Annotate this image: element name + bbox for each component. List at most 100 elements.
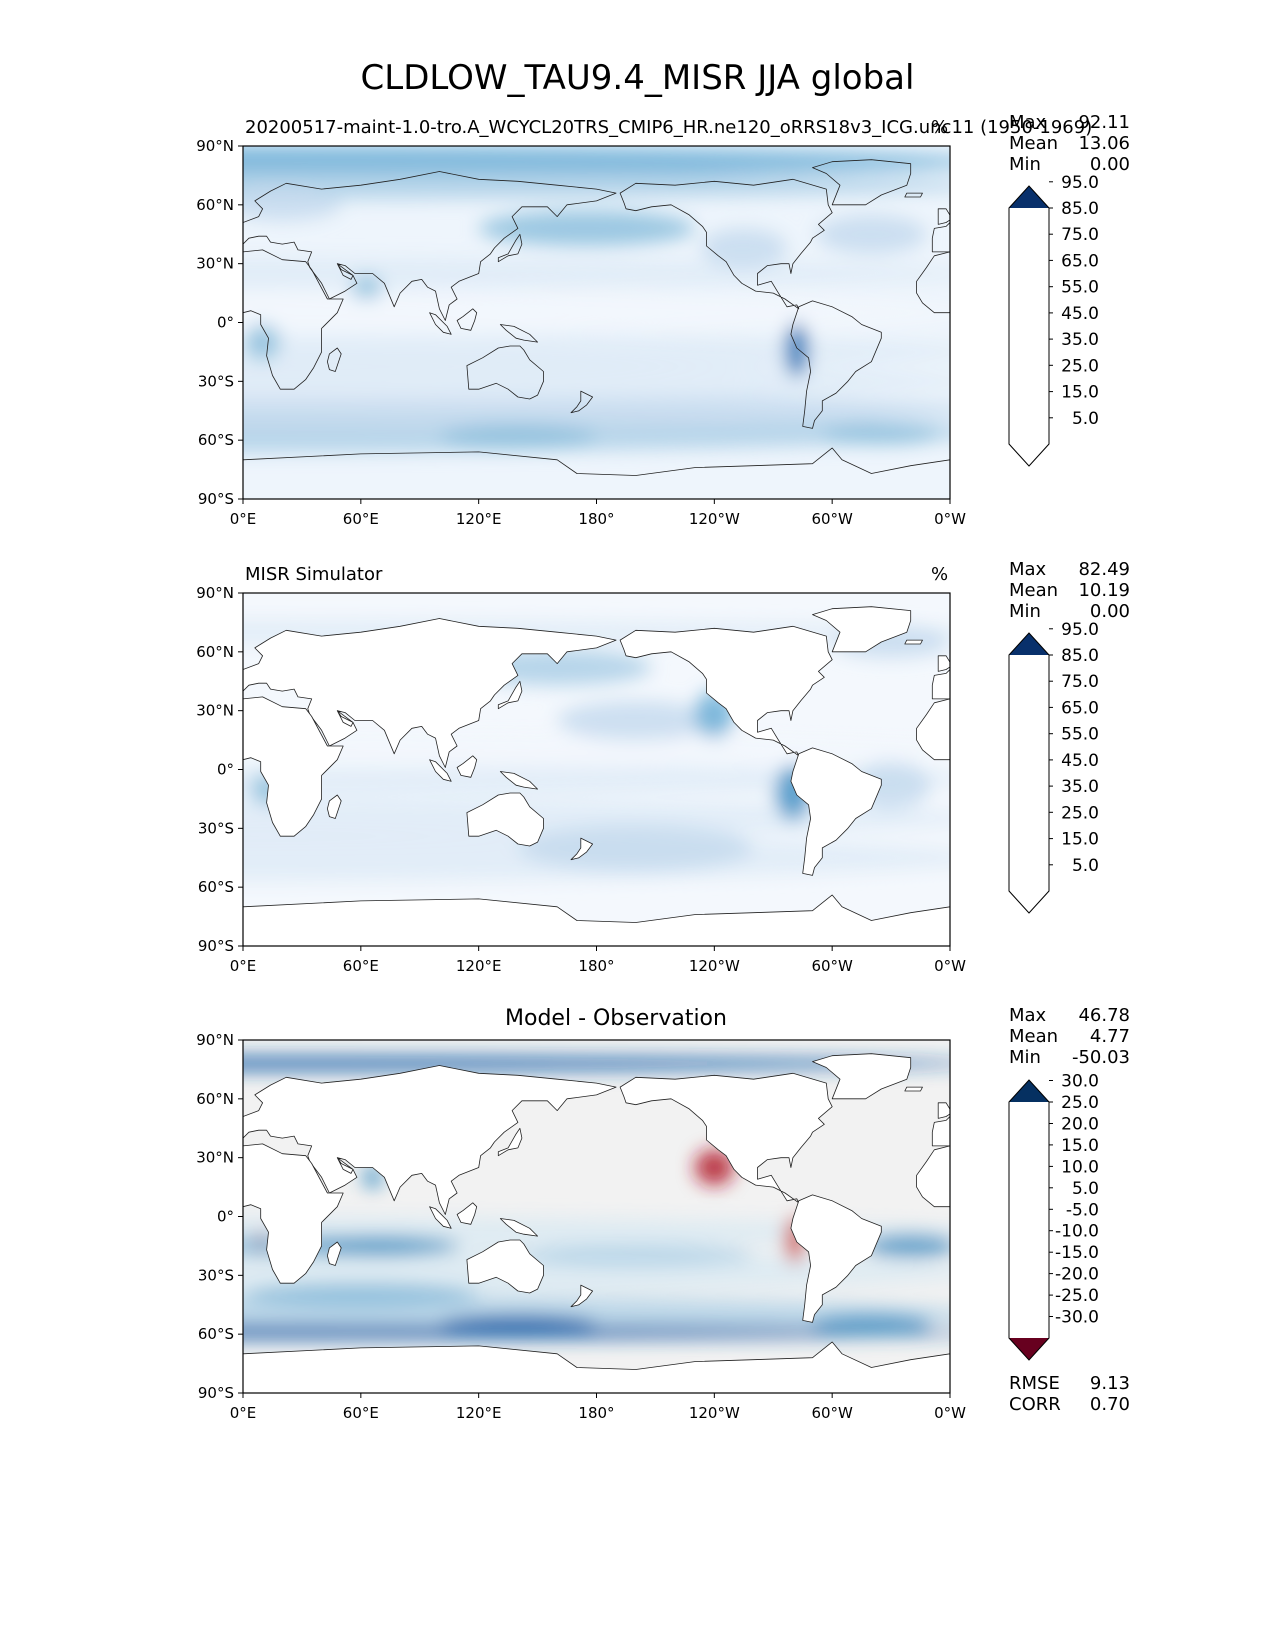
panel-3-mean-label: Mean bbox=[1009, 1026, 1059, 1047]
colorbar-tick-label: 5.0 bbox=[1072, 409, 1099, 429]
colorbar-tick-label: -25.0 bbox=[1055, 1286, 1099, 1306]
panel-1-min-label: Min bbox=[1009, 154, 1041, 175]
lat-tick-label: 30°N bbox=[196, 1149, 234, 1167]
lon-tick-label: 120°E bbox=[456, 510, 502, 528]
lon-tick-label: 60°E bbox=[343, 510, 379, 528]
coastline-iceland bbox=[904, 192, 923, 198]
lat-tick-label: 90°S bbox=[198, 490, 234, 508]
colorbar-extend-high bbox=[1009, 1080, 1049, 1102]
colorbar-extend-low bbox=[1009, 891, 1049, 913]
coastline-eurasia bbox=[243, 171, 617, 321]
field-blob bbox=[243, 189, 342, 221]
lat-tick-label: 90°N bbox=[196, 137, 234, 155]
coastline-britain bbox=[937, 655, 950, 672]
coastline-sumatra bbox=[429, 1206, 452, 1229]
colorbar-outline bbox=[1008, 632, 1050, 914]
lon-tick-label: 180° bbox=[578, 957, 614, 975]
colorbar-tick-label: 55.0 bbox=[1061, 725, 1099, 745]
field-blob bbox=[243, 289, 950, 337]
colorbar-tick-label: 45.0 bbox=[1061, 304, 1099, 324]
lat-tick-label: 60°S bbox=[198, 431, 234, 449]
coastline-northamerica bbox=[619, 1072, 833, 1204]
colorbar-1: 5.0 15.0 25.0 35.0 45.0 55.0 65.0 75.0 85.0 95.0 bbox=[1008, 173, 1099, 467]
lon-tick-label: 180° bbox=[578, 510, 614, 528]
colorbar-outline bbox=[1008, 185, 1050, 467]
coastline-northamerica bbox=[619, 178, 833, 310]
coastline-britain bbox=[937, 208, 950, 225]
coastline-southamerica bbox=[790, 300, 882, 429]
lon-tick-label: 120°W bbox=[689, 957, 740, 975]
coastline-japan bbox=[497, 1127, 523, 1157]
panel-2-mean-value: 10.19 bbox=[1078, 580, 1130, 601]
coastline-madagascar bbox=[326, 1241, 342, 1266]
lat-tick-label: 0° bbox=[217, 761, 234, 779]
field-blob bbox=[243, 171, 950, 199]
field-blob bbox=[816, 214, 927, 254]
coastline-antarctica bbox=[243, 447, 950, 499]
coastline-borneo bbox=[456, 1202, 478, 1225]
colorbar-tick-label: 75.0 bbox=[1061, 225, 1099, 245]
colorbar-tick-label: 55.0 bbox=[1061, 278, 1099, 298]
colorbar-tick-label: 30.0 bbox=[1061, 1072, 1099, 1092]
field-blob bbox=[863, 1234, 950, 1258]
lat-tick-label: 90°N bbox=[196, 584, 234, 602]
lat-tick-label: 60°N bbox=[196, 1090, 234, 1108]
lon-tick-label: 120°E bbox=[456, 957, 502, 975]
colorbar-tick-label: 5.0 bbox=[1072, 856, 1099, 876]
field-blob bbox=[243, 361, 950, 401]
coastline-newguinea bbox=[499, 1218, 538, 1237]
field-blob bbox=[243, 257, 950, 290]
field-layer bbox=[243, 146, 950, 452]
field-blob bbox=[243, 146, 950, 178]
colorbar-tick-label: 45.0 bbox=[1061, 751, 1099, 771]
lon-tick-label: 180° bbox=[578, 1404, 614, 1422]
lon-tick-label: 0°W bbox=[934, 1404, 966, 1422]
field-blob bbox=[700, 228, 787, 268]
colorbar-tick-label: 5.0 bbox=[1072, 1179, 1099, 1199]
map-panel-1 bbox=[243, 146, 950, 499]
coastline-arabia_gulf bbox=[336, 263, 354, 280]
coastline-britain bbox=[937, 1102, 950, 1119]
panel-1-title: 20200517-maint-1.0-tro.A_WCYCL20TRS_CMIP… bbox=[245, 117, 1093, 138]
field-blob bbox=[243, 332, 950, 372]
colorbar-extend-high bbox=[1009, 186, 1049, 208]
panel-2-min-label: Min bbox=[1009, 601, 1041, 622]
coastline-westafrica bbox=[916, 251, 950, 314]
panel-2-units: % bbox=[931, 564, 949, 585]
panel-3-min-label: Min bbox=[1009, 1047, 1041, 1068]
colorbar-tick-label: 25.0 bbox=[1061, 803, 1099, 823]
coastline-madagascar bbox=[326, 347, 342, 372]
panel-2-min-value: 0.00 bbox=[1089, 601, 1130, 622]
field-blob bbox=[244, 324, 281, 360]
colorbar-2: 5.0 15.0 25.0 35.0 45.0 55.0 65.0 75.0 85.0 95.0 bbox=[1008, 620, 1099, 914]
lat-tick-label: 90°N bbox=[196, 1031, 234, 1049]
coastline-westeurope bbox=[931, 669, 950, 700]
coastline-eurasia bbox=[243, 618, 617, 768]
figure-title: CLDLOW_TAU9.4_MISR JJA global bbox=[360, 58, 915, 98]
colorbar-tick-label: -30.0 bbox=[1055, 1308, 1099, 1328]
field-blob bbox=[822, 424, 941, 445]
lat-tick-label: 60°N bbox=[196, 643, 234, 661]
lat-tick-label: 30°S bbox=[198, 372, 234, 390]
coastline-iceland bbox=[904, 639, 923, 645]
panel-3-max-value: 46.78 bbox=[1078, 1005, 1130, 1026]
coastline-australia bbox=[466, 792, 544, 847]
colorbar-tick-label: -15.0 bbox=[1055, 1243, 1099, 1263]
panel-2-max-label: Max bbox=[1009, 559, 1047, 580]
coastline-newguinea bbox=[499, 324, 538, 343]
coastline-newguinea bbox=[499, 771, 538, 790]
coastline-westeurope bbox=[931, 1116, 950, 1147]
lon-tick-label: 120°E bbox=[456, 1404, 502, 1422]
coastline-greenland bbox=[812, 1053, 912, 1100]
colorbar-tick-label: 65.0 bbox=[1061, 698, 1099, 718]
field-blob bbox=[243, 1324, 950, 1340]
field-blob bbox=[243, 1055, 950, 1072]
coastline-southamerica bbox=[790, 1194, 882, 1323]
coastline-antarctica bbox=[243, 1341, 950, 1393]
lon-tick-label: 60°E bbox=[343, 1404, 379, 1422]
panel-2-title: MISR Simulator bbox=[245, 564, 383, 585]
field-blob bbox=[812, 1314, 931, 1335]
coastline-eurasia bbox=[243, 1065, 617, 1215]
colorbar-tick-label: 15.0 bbox=[1061, 383, 1099, 403]
